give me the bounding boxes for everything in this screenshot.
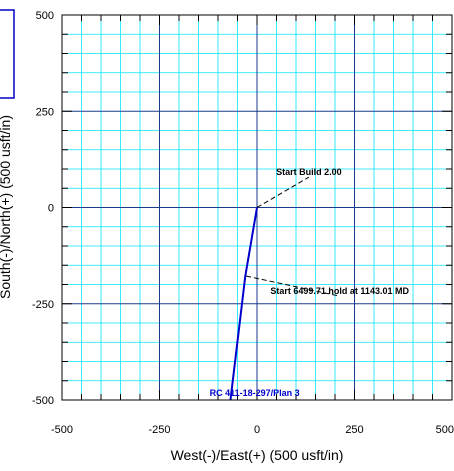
annotation-label: Start 6499.71 hold at 1143.01 MD xyxy=(270,286,409,296)
legend-box xyxy=(0,9,15,99)
y-tick-label: -250 xyxy=(32,299,54,311)
x-axis-label: West(-)/East(+) (500 usft/in) xyxy=(171,447,344,463)
y-tick-label: -500 xyxy=(32,395,54,407)
well-plan-label: RC 411-18-297/Plan 3 xyxy=(210,388,300,398)
y-axis-label: South(-)/North(+) (500 usft/in) xyxy=(0,115,13,299)
x-tick-label: -500 xyxy=(51,424,73,436)
annotation-label: Start Build 2.00 xyxy=(276,167,342,177)
well-path-series xyxy=(229,207,258,401)
y-tick-label: 500 xyxy=(36,10,54,22)
x-tick-label: 0 xyxy=(254,424,260,436)
x-tick-label: 250 xyxy=(345,424,363,436)
y-tick-label: 250 xyxy=(36,106,54,118)
x-tick-label: -250 xyxy=(148,424,170,436)
annotation-leader xyxy=(256,176,310,208)
annotations: Start Build 2.00 Start 6499.71 hold at 11… xyxy=(210,167,410,398)
x-tick-label: 500 xyxy=(436,424,454,436)
y-tick-label: 0 xyxy=(48,203,54,215)
plot-frame xyxy=(61,14,453,401)
tick-labels: -500 -250 0 250 500 500 250 0 -250 -500 xyxy=(32,10,454,436)
well-path-line xyxy=(229,207,258,401)
